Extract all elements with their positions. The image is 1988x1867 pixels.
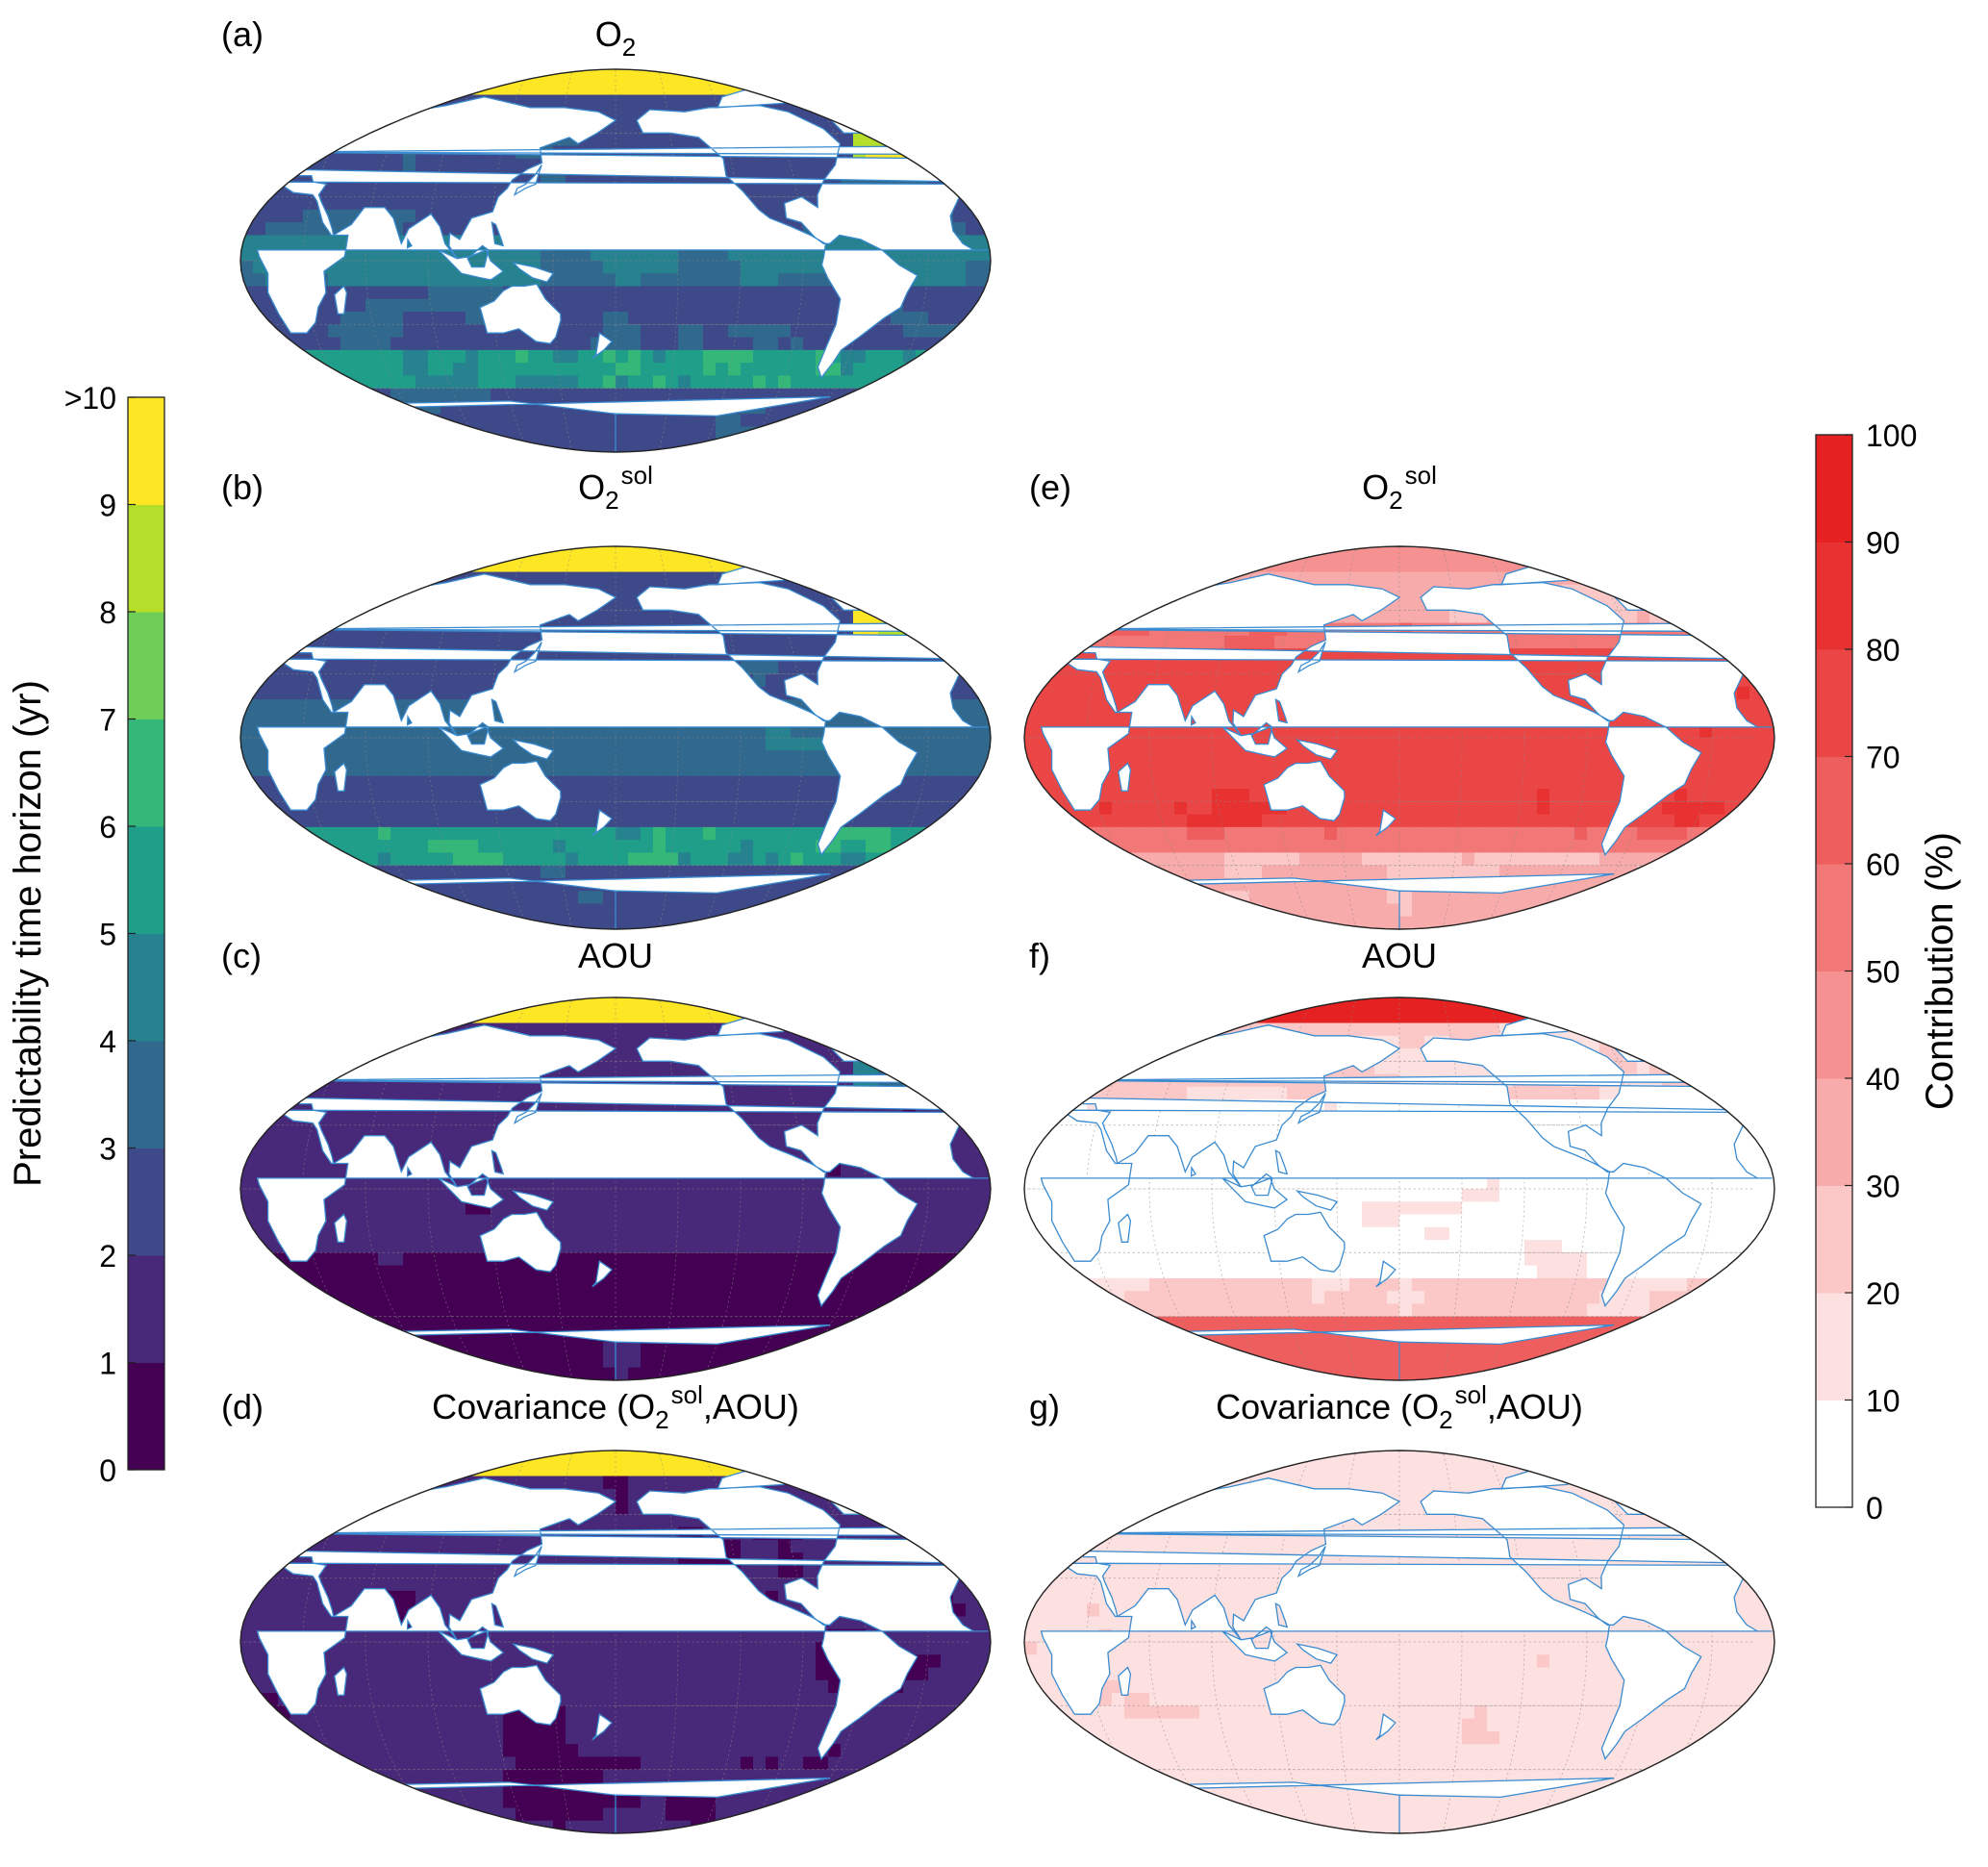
colorbar-tick-label: 8 bbox=[99, 595, 116, 630]
colorbar-tick-label: 30 bbox=[1866, 1170, 1900, 1204]
colorbar-tick-label: 0 bbox=[1866, 1491, 1883, 1526]
colorbar-tick-label: 9 bbox=[99, 489, 116, 523]
colorbar-swatch bbox=[128, 933, 164, 1042]
colorbar-tick-label: 90 bbox=[1866, 526, 1900, 561]
panel-title: AOU bbox=[1362, 936, 1437, 975]
colorbar-tick-label: 7 bbox=[99, 703, 116, 738]
map-outline bbox=[1023, 545, 1775, 930]
colorbar-tick-label: 60 bbox=[1866, 847, 1900, 882]
map-outline bbox=[1023, 997, 1775, 1381]
panel-title: Covariance (O2sol,AOU) bbox=[1216, 1380, 1583, 1434]
colorbar-swatch bbox=[1816, 756, 1852, 865]
panel-title: AOU bbox=[578, 936, 653, 975]
colorbar-tick-label: 0 bbox=[99, 1453, 116, 1488]
map-outline bbox=[1023, 1450, 1775, 1834]
panel-letter: (e) bbox=[1029, 467, 1071, 507]
panel-letter: (b) bbox=[221, 467, 264, 507]
map-panel-g bbox=[1023, 1450, 1775, 1834]
map-outline bbox=[239, 1450, 992, 1834]
colorbar-swatch bbox=[1816, 864, 1852, 971]
colorbar-tick-label: 40 bbox=[1866, 1062, 1900, 1097]
colorbar-swatch bbox=[128, 719, 164, 827]
panel-letter: (d) bbox=[221, 1387, 264, 1426]
colorbar-swatch bbox=[1816, 971, 1852, 1079]
colorbar-swatch bbox=[128, 612, 164, 719]
map-outline bbox=[239, 545, 992, 930]
colorbar-swatch bbox=[1816, 435, 1852, 542]
colorbar-tick-label: 70 bbox=[1866, 741, 1900, 775]
colorbar-swatch bbox=[128, 397, 164, 505]
colorbar-swatch bbox=[128, 504, 164, 613]
colorbar-tick-label: 10 bbox=[1866, 1384, 1900, 1419]
colorbar-tick-label: 100 bbox=[1866, 418, 1917, 453]
panel-title: Covariance (O2sol,AOU) bbox=[432, 1380, 799, 1434]
colorbar-tick-label: 4 bbox=[99, 1024, 116, 1059]
panel-title: O2sol bbox=[1362, 461, 1437, 515]
colorbar-swatch bbox=[1816, 1400, 1852, 1508]
map-panel-a bbox=[239, 68, 992, 453]
colorbar-tick-label: 20 bbox=[1866, 1276, 1900, 1311]
colorbar-tick-label: 6 bbox=[99, 810, 116, 845]
colorbar-swatch bbox=[1816, 1185, 1852, 1294]
map-outline bbox=[239, 997, 992, 1381]
map-panel-c bbox=[239, 997, 992, 1381]
panel-title: O2sol bbox=[578, 461, 653, 515]
colorbar-swatch bbox=[1816, 542, 1852, 650]
panel-letter: f) bbox=[1029, 936, 1050, 975]
map-panel-d bbox=[239, 1450, 992, 1834]
colorbar-tick-label: >10 bbox=[64, 381, 116, 416]
map-panel-e bbox=[1023, 545, 1775, 930]
colorbar-predictability: 0 1 2 3 4 5 6 7 8 9 >10 Predictability time horizon… bbox=[7, 381, 165, 1488]
colorbar-tick-label: 50 bbox=[1866, 955, 1900, 990]
colorbar-swatch bbox=[1816, 649, 1852, 757]
colorbar-swatch bbox=[1816, 1078, 1852, 1186]
colorbar-label: Contribution (%) bbox=[1919, 832, 1961, 1110]
panel-letter: (a) bbox=[221, 14, 264, 54]
colorbar-tick-label: 3 bbox=[99, 1132, 116, 1167]
colorbar-swatch bbox=[128, 1362, 164, 1471]
map-panel-f bbox=[1023, 997, 1775, 1381]
map-panel-b bbox=[239, 545, 992, 930]
panel-title: O2 bbox=[595, 14, 636, 62]
colorbar-contribution: 0 10 20 30 40 50 60 70 80 90 100 Contribution (%) bbox=[1815, 418, 1961, 1526]
colorbar-swatch bbox=[1816, 1293, 1852, 1400]
colorbar-swatch bbox=[128, 1148, 164, 1256]
colorbar-tick-label: 5 bbox=[99, 918, 116, 952]
colorbar-swatch bbox=[128, 826, 164, 934]
panel-letter: g) bbox=[1029, 1387, 1060, 1426]
colorbar-label: Predictability time horizon (yr) bbox=[7, 680, 49, 1187]
colorbar-swatch bbox=[128, 1041, 164, 1148]
map-outline bbox=[239, 68, 992, 453]
colorbar-tick-label: 80 bbox=[1866, 633, 1900, 668]
colorbar-tick-label: 1 bbox=[99, 1347, 116, 1381]
colorbar-tick-label: 2 bbox=[99, 1239, 116, 1274]
colorbar-swatch bbox=[128, 1255, 164, 1363]
panel-letter: (c) bbox=[221, 936, 262, 975]
